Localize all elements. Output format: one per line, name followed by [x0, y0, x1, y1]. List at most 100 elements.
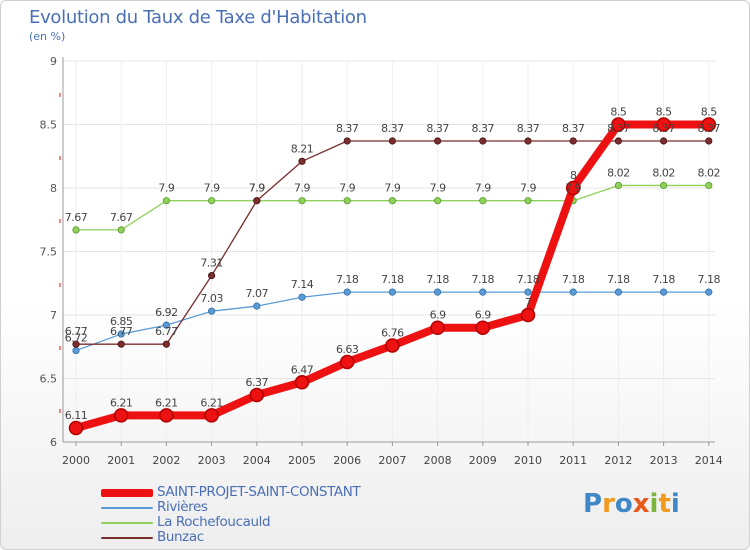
- data-label: 8.5: [656, 106, 672, 119]
- data-point: [433, 137, 442, 145]
- data-label: 7.18: [517, 273, 540, 286]
- data-label: 7.18: [698, 273, 721, 286]
- data-label: 7.18: [426, 273, 449, 286]
- x-tick-label: 2006: [333, 454, 361, 467]
- data-label: 7.9: [475, 182, 491, 195]
- y-tick-label: 7: [50, 309, 57, 322]
- data-label: 7.18: [562, 273, 585, 286]
- data-point: [298, 293, 306, 301]
- data-label: 7.18: [607, 273, 630, 286]
- data-point: [701, 117, 717, 132]
- logo-letter: x: [632, 489, 650, 519]
- data-label: 8.37: [698, 122, 721, 135]
- logo-letter: P: [583, 489, 603, 519]
- data-label: 8.5: [610, 106, 626, 119]
- legend-label: SAINT-PROJET-SAINT-CONSTANT: [157, 484, 361, 500]
- data-point: [569, 288, 577, 296]
- data-label: 6.9: [475, 309, 491, 322]
- data-point: [565, 180, 581, 196]
- data-point: [343, 137, 351, 145]
- y-tick-label: 6: [50, 436, 57, 449]
- data-point: [705, 137, 713, 145]
- y-tick-label: 8: [50, 182, 57, 195]
- data-point: [430, 320, 445, 335]
- data-point: [611, 117, 626, 132]
- data-point: [298, 157, 306, 165]
- data-label: 7.9: [520, 182, 536, 195]
- data-label: 7.9: [249, 182, 265, 195]
- data-point: [253, 302, 261, 310]
- data-point: [705, 288, 713, 296]
- data-label: 8.37: [336, 122, 359, 135]
- y-tick-label: 6.5: [40, 373, 58, 386]
- data-label: 7.9: [249, 182, 265, 195]
- data-point: [433, 197, 442, 205]
- data-point: [72, 340, 80, 348]
- data-point: [208, 272, 216, 280]
- data-label: 8.5: [701, 106, 717, 119]
- x-tick-label: 2003: [198, 454, 226, 467]
- data-point: [659, 288, 668, 296]
- data-label: 8.37: [426, 122, 449, 135]
- data-label: 8.21: [291, 142, 314, 155]
- logo-letter: o: [614, 489, 633, 519]
- x-tick-label: 2011: [559, 454, 587, 467]
- data-label: 7.31: [200, 257, 223, 270]
- data-label: 7.18: [336, 273, 359, 286]
- data-point: [113, 408, 129, 423]
- x-tick-label: 2000: [62, 454, 90, 467]
- data-label: 6.76: [381, 326, 404, 339]
- data-label: 7.03: [200, 292, 223, 305]
- x-tick-label: 2008: [424, 454, 452, 467]
- data-point: [294, 375, 310, 390]
- data-label: 8: [570, 169, 577, 182]
- x-tick-label: 2010: [514, 454, 542, 467]
- data-point: [388, 288, 396, 296]
- data-label: 6.37: [246, 376, 269, 389]
- legend-label: Bunzac: [157, 529, 204, 545]
- data-label: 7.67: [110, 211, 133, 224]
- data-label: 7.67: [65, 211, 88, 224]
- data-point: [659, 181, 668, 190]
- x-tick-label: 2001: [107, 454, 135, 467]
- data-label: 6.21: [200, 396, 223, 409]
- logo-letter: t: [658, 489, 671, 519]
- data-label: 8.37: [381, 122, 404, 135]
- data-label: 8.37: [562, 122, 585, 135]
- logo-letter: i: [649, 489, 659, 519]
- data-label: 7.9: [384, 182, 400, 195]
- data-point: [388, 197, 396, 205]
- legend-swatch: [101, 522, 153, 524]
- data-label: 7.18: [381, 273, 404, 286]
- data-point: [249, 387, 265, 403]
- legend-swatch: [101, 537, 153, 539]
- data-label: 6.72: [65, 332, 88, 345]
- data-point: [479, 197, 487, 205]
- x-tick-label: 2012: [604, 454, 632, 467]
- data-point: [117, 226, 125, 234]
- data-point: [72, 226, 80, 234]
- data-label: 6.63: [336, 343, 359, 356]
- data-point: [159, 408, 174, 423]
- data-label: 6.11: [65, 409, 88, 422]
- x-tick-label: 2007: [378, 454, 406, 467]
- data-point: [479, 288, 487, 296]
- data-label: 6.21: [155, 396, 178, 409]
- data-point: [614, 181, 623, 190]
- data-point: [72, 346, 80, 355]
- legend-label: Rivières: [157, 499, 208, 515]
- data-label: 8.37: [517, 122, 540, 135]
- data-label: 7.9: [430, 182, 446, 195]
- data-label: 8.37: [652, 122, 675, 135]
- x-tick-label: 2014: [695, 454, 723, 467]
- data-label: 7.9: [294, 182, 310, 195]
- data-label: 7.18: [472, 273, 495, 286]
- data-point: [524, 288, 532, 296]
- data-point: [659, 137, 668, 145]
- data-label: 7: [525, 296, 532, 309]
- legend-label: La Rochefoucauld: [157, 514, 271, 530]
- proxiti-logo: Proxiti: [583, 489, 680, 519]
- data-label: 8.02: [698, 166, 721, 179]
- y-tick-label: 7.5: [40, 246, 58, 259]
